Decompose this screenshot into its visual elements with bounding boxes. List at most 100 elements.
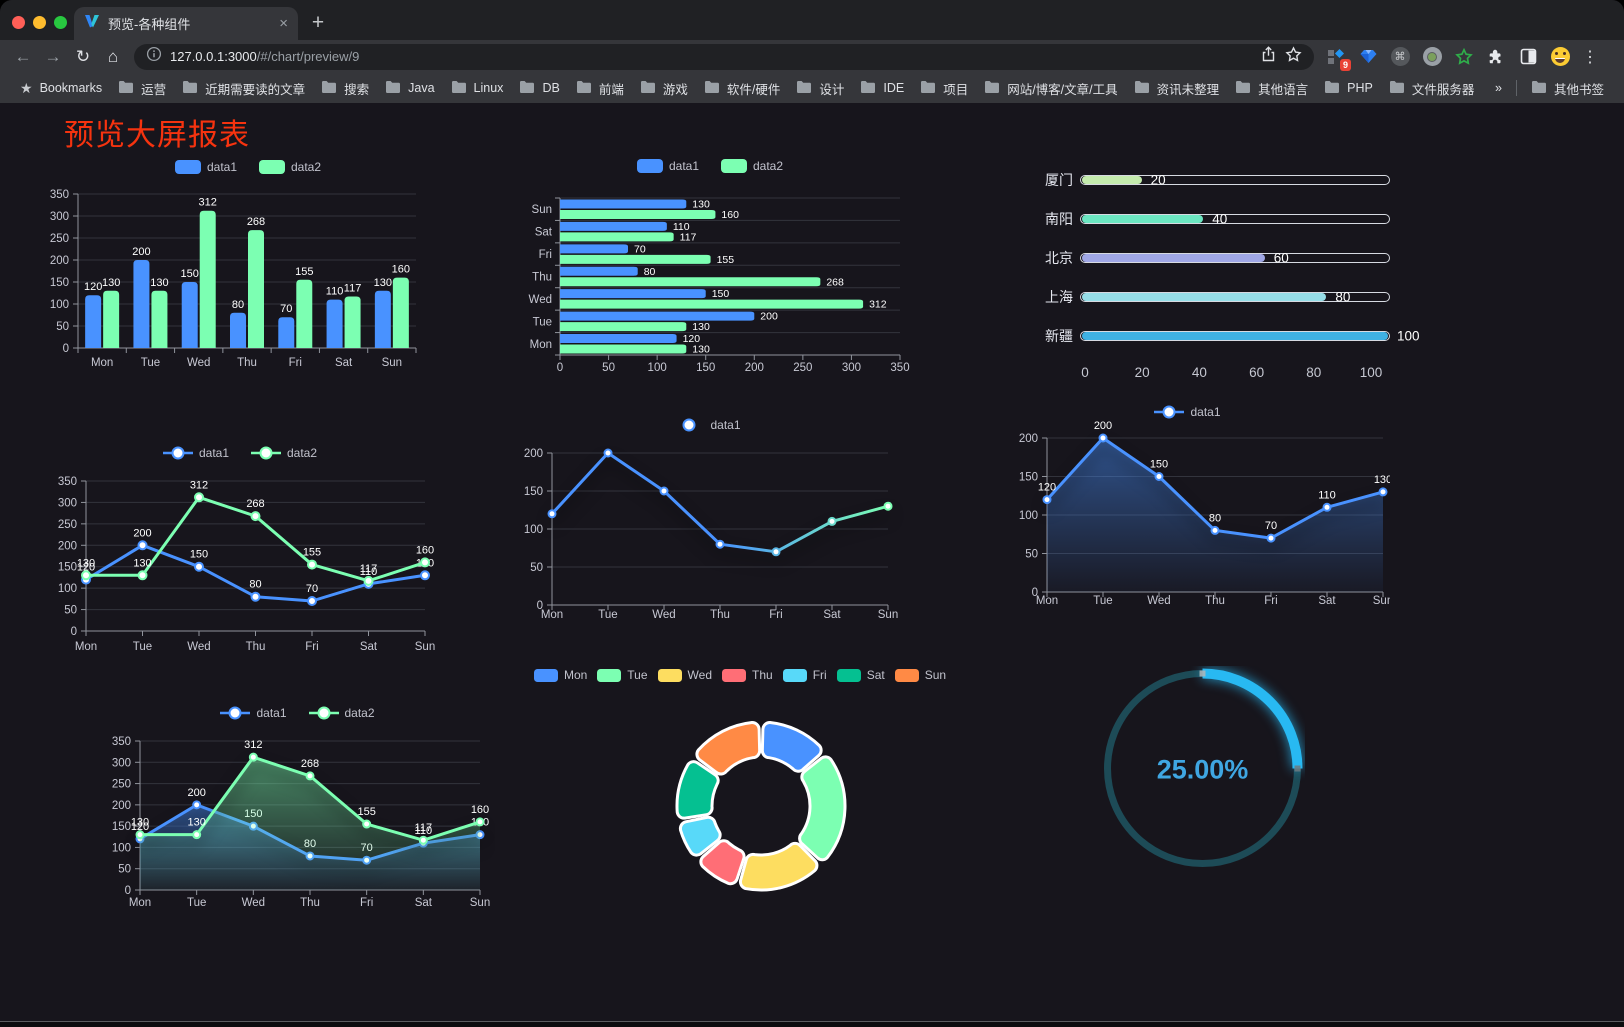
legend-item[interactable]: data1 [162,446,229,460]
bar-data1-Tue[interactable] [560,311,755,321]
bar-data1-Wed[interactable] [560,289,706,299]
bookmark-folder[interactable]: PHP [1316,80,1381,96]
bar-data2-Fri[interactable] [560,254,711,264]
series-data2[interactable]: 130 130 312 268 155 117 160 [102,197,410,348]
donut-slice-Thu[interactable] [699,839,746,886]
chart-legend[interactable]: data1 [985,405,1390,419]
close-window-button[interactable] [12,16,25,29]
bookmark-folder[interactable]: 游戏 [632,79,696,98]
url-text[interactable]: 127.0.0.1:3000/#/chart/preview/9 [170,49,359,64]
bookmark-star-icon[interactable] [1285,45,1302,68]
extension-record-icon[interactable] [1420,45,1444,69]
two-series-line-chart[interactable]: 0 50 100 150 200 250 300 350 Mon Tue Wed Thu Fri Sat S… [40,443,440,668]
series-data1[interactable] [547,448,893,557]
donut-slice-Sun[interactable] [695,720,762,776]
two-series-area-line-chart[interactable]: 0 50 100 150 200 250 300 350 Mon Tue Wed Thu Fri Sat S… [100,700,495,928]
bar-data1-Sat[interactable] [560,221,667,231]
share-icon[interactable] [1260,45,1277,68]
legend-item[interactable]: data2 [308,706,375,720]
series-data1[interactable]: 120 200 150 80 70 110 130 [77,527,434,606]
bookmark-folder[interactable]: IDE [852,80,912,96]
legend-item[interactable]: data1 [674,418,741,432]
gradient-line-chart[interactable]: 0 50 100 150 200 Mon Tue Wed Thu Fri Sat Sun data1 [510,415,905,630]
bookmark-folder[interactable]: 软件/硬件 [696,79,788,98]
new-tab-button[interactable]: + [311,11,325,34]
progress-row[interactable]: 南阳 40 [985,209,1405,229]
gauge-chart[interactable]: 25.00% [1100,666,1305,871]
extension-dark-mode-icon[interactable] [1516,45,1540,69]
bookmark-folder[interactable]: 文件服务器 [1381,79,1483,98]
browser-tab[interactable]: 预览-各种组件 × [74,7,298,40]
series-data1[interactable]: 120 200 150 80 70 110 130 [84,246,392,348]
bar-data2-Wed[interactable] [560,299,864,309]
progress-bars-chart[interactable]: 厦门 20 南阳 40 北京 60 上海 80 新疆 100 0 20 40 60 80 100 [985,152,1420,400]
home-icon[interactable]: ⌂ [107,46,119,66]
chart-legend[interactable]: data1 data2 [40,446,440,460]
chart-legend[interactable]: data1 [510,418,905,432]
chart-legend[interactable]: Mon Tue Wed Thu Fri Sat Sun [533,668,946,682]
site-info-icon[interactable] [146,46,162,67]
legend-item[interactable]: Fri [782,668,827,682]
legend-item[interactable]: data1 [636,159,699,173]
gradient-line-chart-canvas[interactable]: 0 50 100 150 200 Mon Tue Wed Thu Fri Sat Sun [510,415,905,630]
series-data1[interactable]: 120 200 150 80 70 110 130 [1038,420,1392,592]
bookmarks-root[interactable]: ★ Bookmarks [12,80,110,97]
bookmark-folder[interactable]: Java [377,80,442,96]
bar-data1-Fri[interactable] [560,244,628,254]
donut-slice-Tue[interactable] [798,755,847,862]
address-bar[interactable]: 127.0.0.1:3000/#/chart/preview/9 [134,43,1314,70]
extension-emoji-icon[interactable] [1548,45,1572,69]
extension-command-icon[interactable]: ⌘ [1388,45,1412,69]
legend-item[interactable]: data2 [721,159,783,173]
extension-green-star-icon[interactable] [1452,45,1476,69]
series-data2[interactable]: 130 130 312 268 155 117 160 [77,479,434,586]
bookmark-folder[interactable]: 设计 [788,79,852,98]
legend-item[interactable]: data2 [259,160,321,174]
donut-slice-Sat[interactable] [675,760,720,820]
progress-row[interactable]: 厦门 20 [985,170,1405,190]
donut-chart[interactable]: Mon Tue Wed Thu Fri Sat Sun [533,665,946,910]
bar-data1-Mon[interactable] [560,334,677,344]
bookmark-folder[interactable]: 网站/博客/文章/工具 [976,79,1125,98]
bar-data2-Mon[interactable] [560,344,687,354]
legend-item[interactable]: Tue [597,668,648,682]
legend-item[interactable]: data1 [1154,405,1221,419]
legend-item[interactable]: Mon [533,668,587,682]
series-data2[interactable]: 130 130 312 268 155 117 160 [131,739,489,890]
legend-item[interactable]: Sat [836,668,885,682]
bookmark-folder[interactable]: DB [511,80,567,96]
two-series-area-line-chart-canvas[interactable]: 0 50 100 150 200 250 300 350 Mon Tue Wed Thu Fri Sat S… [100,700,495,928]
bar-data2-Sat[interactable] [560,232,674,242]
back-icon[interactable]: ← [14,46,32,66]
chart-legend[interactable]: data1 data2 [505,159,915,173]
reload-icon[interactable]: ↻ [75,46,91,66]
chart-legend[interactable]: data1 data2 [38,160,458,174]
progress-row[interactable]: 新疆 100 [985,326,1420,346]
grouped-bar-chart[interactable]: 0 50 100 150 200 250 300 350 Mon Tue Wed Thu Fri Sat S… [38,148,458,373]
legend-item[interactable]: data1 [174,160,237,174]
donut-chart-canvas[interactable] [550,665,930,910]
legend-item[interactable]: Thu [722,668,773,682]
bookmark-folder[interactable]: 资讯未整理 [1126,79,1228,98]
chart-legend[interactable]: data1 data2 [100,706,495,720]
donut-slice-Wed[interactable] [738,841,819,892]
bookmark-folder[interactable]: 搜索 [313,79,377,98]
bookmark-folder[interactable]: 运营 [110,79,174,98]
extension-grid-icon[interactable]: 9 [1324,45,1351,71]
bookmark-folder[interactable]: Linux [443,80,512,96]
bar-data2-Thu[interactable] [560,277,821,287]
progress-row[interactable]: 上海 80 [985,287,1405,307]
bookmark-folder[interactable]: 近期需要读的文章 [174,79,313,98]
legend-item[interactable]: Wed [657,668,712,682]
gauge-chart-canvas[interactable]: 25.00% [1100,666,1305,871]
extensions-puzzle-icon[interactable] [1484,45,1508,69]
donut-slice-Fri[interactable] [678,815,722,857]
bookmark-folder[interactable]: 其他语言 [1227,79,1316,98]
minimize-window-button[interactable] [33,16,46,29]
fullscreen-window-button[interactable] [54,16,67,29]
area-line-chart[interactable]: 050100150200MonTueWedThuFriSatSun1202001… [985,400,1393,612]
bookmark-folder[interactable]: 项目 [912,79,976,98]
progress-row[interactable]: 北京 60 [985,248,1405,268]
legend-item[interactable]: data2 [251,446,317,460]
